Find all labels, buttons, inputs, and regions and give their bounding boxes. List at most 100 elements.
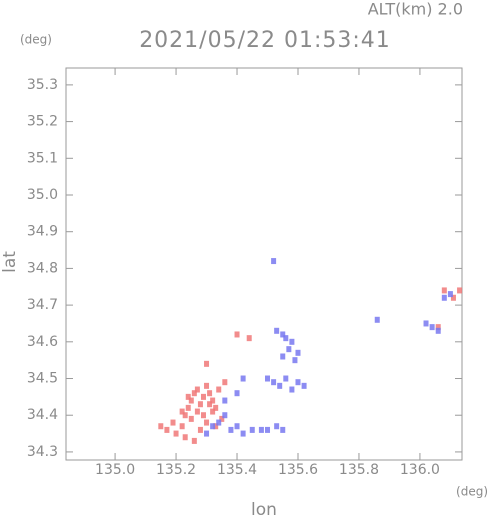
radar-echo xyxy=(200,393,206,400)
radar-echo xyxy=(271,379,277,386)
y-tick-label: 35.1 xyxy=(27,150,58,166)
radar-echo xyxy=(258,426,264,433)
radar-echo xyxy=(210,397,216,404)
radar-echo xyxy=(204,382,210,389)
radar-echo xyxy=(283,335,289,342)
radar-echo xyxy=(213,404,219,411)
radar-echo xyxy=(182,434,188,441)
radar-echo xyxy=(194,386,200,393)
radar-echo xyxy=(423,320,429,327)
radar-echo xyxy=(216,419,222,426)
radar-echo xyxy=(210,408,216,415)
x-tick-label: 135.8 xyxy=(339,462,379,478)
radar-echo xyxy=(219,415,225,422)
y-tick-label: 34.7 xyxy=(27,297,58,313)
radar-echo xyxy=(246,335,252,342)
radar-echo xyxy=(292,357,298,364)
x-tick-label: 135.4 xyxy=(217,462,257,478)
radar-echo xyxy=(204,419,210,426)
radar-echo xyxy=(441,294,447,301)
y-tick-label: 35.0 xyxy=(27,187,58,203)
radar-echo xyxy=(249,426,255,433)
altitude-label: ALT(km) 2.0 xyxy=(368,0,463,19)
radar-echo xyxy=(200,412,206,419)
radar-echo xyxy=(240,375,246,382)
radar-echo xyxy=(191,437,197,444)
radar-echo xyxy=(374,316,380,323)
radar-echo xyxy=(210,423,216,430)
y-tick-label: 34.8 xyxy=(27,260,58,276)
radar-echo xyxy=(435,324,441,331)
radar-echo xyxy=(213,423,219,430)
radar-echo xyxy=(197,401,203,408)
radar-echo xyxy=(228,426,234,433)
radar-echo xyxy=(179,423,185,430)
radar-echo xyxy=(289,386,295,393)
y-tick-label: 34.5 xyxy=(27,371,58,387)
radar-echo xyxy=(457,287,463,294)
y-tick-label: 35.3 xyxy=(27,77,58,93)
radar-echo xyxy=(185,393,191,400)
radar-echo xyxy=(179,408,185,415)
y-axis-label: lat xyxy=(0,251,20,273)
y-tick-label: 35.2 xyxy=(27,114,58,130)
radar-echo xyxy=(450,294,456,301)
radar-echo xyxy=(447,291,453,298)
radar-echo xyxy=(429,324,435,331)
x-unit: (deg) xyxy=(456,485,488,499)
radar-echo xyxy=(185,404,191,411)
radar-echo xyxy=(188,415,194,422)
radar-echo xyxy=(164,426,170,433)
x-tick-label: 136.0 xyxy=(400,462,440,478)
x-tick-label: 135.6 xyxy=(278,462,318,478)
radar-echo xyxy=(173,430,179,437)
radar-echo xyxy=(204,430,210,437)
radar-echo xyxy=(222,412,228,419)
radar-echo xyxy=(197,426,203,433)
radar-echo xyxy=(274,327,280,334)
x-axis-label: lon xyxy=(251,500,277,520)
radar-echo xyxy=(280,331,286,338)
radar-echo xyxy=(274,423,280,430)
x-tick-label: 135.2 xyxy=(156,462,196,478)
y-tick-label: 34.3 xyxy=(27,444,58,460)
radar-echo xyxy=(216,386,222,393)
radar-echo xyxy=(222,397,228,404)
radar-echo xyxy=(283,375,289,382)
radar-echo xyxy=(289,338,295,345)
radar-echo xyxy=(435,327,441,334)
chart-title: 2021/05/22 01:53:41 xyxy=(139,28,391,53)
radar-echo xyxy=(301,382,307,389)
radar-echo xyxy=(234,423,240,430)
radar-echo xyxy=(286,346,292,353)
x-tick-label: 135.0 xyxy=(95,462,135,478)
radar-echo xyxy=(441,287,447,294)
radar-echo xyxy=(234,331,240,338)
radar-echo xyxy=(222,379,228,386)
radar-echo xyxy=(234,390,240,397)
radar-echo xyxy=(265,426,271,433)
y-unit: (deg) xyxy=(20,33,52,47)
radar-echo xyxy=(194,408,200,415)
radar-echo xyxy=(207,390,213,397)
radar-echo xyxy=(207,401,213,408)
y-tick-label: 34.6 xyxy=(27,334,58,350)
radar-echo xyxy=(170,419,176,426)
y-tick-label: 34.4 xyxy=(27,407,58,423)
radar-echo xyxy=(182,412,188,419)
plot-frame xyxy=(65,67,463,461)
radar-echo xyxy=(277,382,283,389)
radar-echo xyxy=(295,379,301,386)
radar-echo xyxy=(295,349,301,356)
radar-echo xyxy=(240,430,246,437)
radar-echo xyxy=(271,258,277,265)
radar-echo xyxy=(280,353,286,360)
y-tick-label: 34.9 xyxy=(27,224,58,240)
radar-echo xyxy=(158,423,164,430)
radar-echo xyxy=(204,360,210,367)
radar-echo xyxy=(265,375,271,382)
radar-echo xyxy=(191,390,197,397)
radar-echo xyxy=(188,397,194,404)
radar-echo xyxy=(280,426,286,433)
